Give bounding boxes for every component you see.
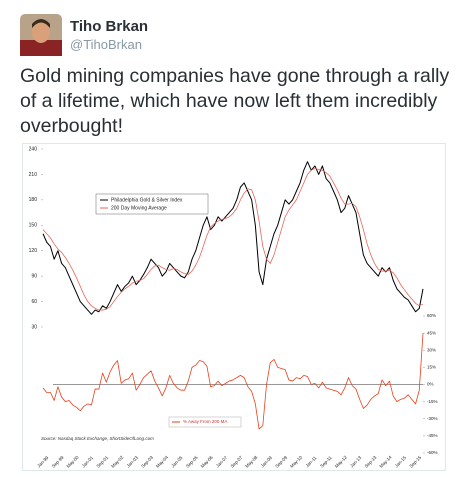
x-tick-label: Sep-03 [140, 455, 154, 469]
tweet-text: Gold mining companies have gone through … [20, 65, 450, 137]
x-tick-label: Sep-15 [408, 455, 422, 469]
series-line [42, 333, 424, 430]
x-tick-label: Sep-09 [274, 455, 288, 469]
legend-box [95, 193, 209, 215]
y2-tick-label: 60% [427, 313, 436, 318]
author-handle[interactable]: @TihoBrkan [70, 37, 142, 52]
x-tick-label: Sep-11 [319, 455, 333, 469]
x-tick-label: Sep-13 [364, 455, 378, 469]
x-tick-label: May-00 [66, 454, 80, 468]
x-tick-label: Jan-05 [170, 455, 184, 469]
x-tick-label: May-10 [289, 454, 303, 468]
y2-tick-label: 0% [427, 382, 434, 387]
y2-tick-label: -45% [427, 433, 438, 438]
y2-tick-label: -30% [427, 416, 438, 421]
series-line [42, 161, 424, 315]
y-tick-label: 90 [31, 273, 37, 279]
y-tick-label: 180 [29, 197, 38, 203]
x-tick-label: May-02 [110, 454, 124, 468]
x-tick-label: Jan-07 [215, 455, 229, 469]
source: Source: Nasdaq Stock Exchange, ShortSide… [41, 436, 154, 441]
x-tick-label: Sep-99 [51, 455, 65, 469]
x-tick-label: Jan-99 [36, 455, 50, 469]
series-line [42, 168, 424, 311]
x-tick-label: May-04 [155, 454, 169, 468]
y-tick-label: 30 [31, 324, 37, 330]
x-tick-label: May-12 [334, 454, 348, 468]
author-name[interactable]: Tiho Brkan [70, 18, 149, 35]
x-tick-label: May-08 [244, 454, 258, 468]
chart: Source: Nasdaq Stock Exchange, ShortSide… [22, 143, 446, 471]
y2-tick-label: 45% [427, 330, 436, 335]
x-tick-label: Sep-05 [185, 455, 199, 469]
y-tick-label: 240 [29, 146, 38, 152]
x-tick-label: Jan-15 [394, 455, 408, 469]
x-tick-label: Sep-07 [230, 455, 244, 469]
x-tick-label: May-06 [200, 454, 214, 468]
x-tick-label: Jan-01 [81, 455, 95, 469]
y2-tick-label: -15% [427, 399, 438, 404]
y-tick-label: 150 [29, 223, 38, 229]
x-tick-label: Jan-11 [304, 455, 317, 468]
legend-label: % Away From 200 MA [183, 419, 227, 424]
x-tick-label: Jan-13 [349, 455, 363, 469]
y-tick-label: 210 [29, 172, 38, 178]
legend-label: Philadelphia Gold & Silver Index [111, 197, 183, 203]
y-tick-label: 60 [31, 299, 37, 305]
legend-label: 200 Day Moving Average [111, 205, 167, 211]
y-tick-label: 120 [29, 248, 38, 254]
y2-tick-label: 30% [427, 347, 436, 352]
legend-box [168, 416, 242, 428]
y2-tick-label: 15% [427, 365, 436, 370]
avatar[interactable] [20, 14, 62, 56]
x-tick-label: Jan-09 [260, 455, 274, 469]
y2-tick-label: -60% [427, 450, 438, 455]
x-tick-label: May-14 [378, 454, 392, 468]
x-tick-label: Sep-01 [95, 455, 109, 469]
x-tick-label: Jan-03 [126, 455, 140, 469]
